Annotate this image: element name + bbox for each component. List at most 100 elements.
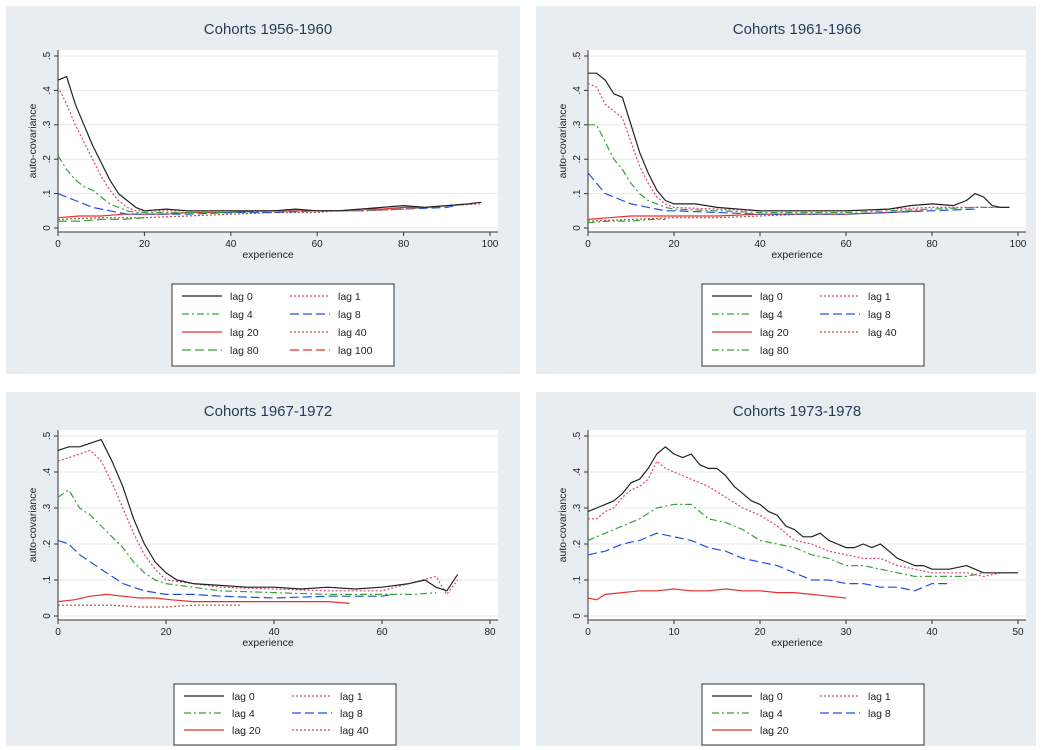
x-tick-label: 20 bbox=[139, 239, 151, 250]
series-line-lag-80 bbox=[58, 217, 145, 222]
series-line-lag-20 bbox=[57, 593, 350, 604]
x-tick-label: 40 bbox=[225, 239, 237, 250]
chart-panel-cohorts-1973-1978: Cohorts 1973-1978 0 .1 .2 .3 .4 .5 0 10 20 30 40 50 e… bbox=[536, 392, 1036, 746]
x-axis-label: experience bbox=[771, 637, 823, 649]
y-tick-label: .2 bbox=[572, 539, 583, 548]
chart-title: Cohorts 1956-1960 bbox=[204, 21, 332, 38]
y-tick-label: .3 bbox=[572, 120, 583, 129]
series-line-lag-8 bbox=[57, 539, 393, 599]
series-line-lag-0 bbox=[57, 438, 459, 592]
x-tick-label: 30 bbox=[840, 627, 852, 638]
x-tick-label: 0 bbox=[55, 627, 61, 638]
x-tick-label: 80 bbox=[926, 239, 938, 250]
x-tick-label: 20 bbox=[668, 239, 680, 250]
legend-label: lag 1 bbox=[340, 691, 363, 703]
legend-label: lag 40 bbox=[338, 327, 367, 339]
y-tick-label: .3 bbox=[42, 503, 53, 512]
legend-box bbox=[173, 683, 397, 746]
x-tick-label: 50 bbox=[1012, 627, 1024, 638]
x-tick-label: 20 bbox=[160, 627, 172, 638]
x-tick-label: 60 bbox=[840, 239, 852, 250]
y-axis-label: auto-covariance bbox=[557, 103, 569, 178]
y-tick-label: 0 bbox=[572, 613, 583, 619]
x-tick-label: 100 bbox=[1010, 239, 1027, 250]
legend-label: lag 8 bbox=[338, 309, 361, 321]
legend-label: lag 40 bbox=[340, 725, 369, 737]
y-tick-label: .4 bbox=[42, 86, 53, 95]
y-tick-label: 0 bbox=[42, 225, 53, 231]
series-line-lag-20 bbox=[587, 588, 847, 601]
y-tick-label: .5 bbox=[42, 51, 53, 60]
series-line-lag-4 bbox=[587, 503, 984, 577]
x-axis-label: experience bbox=[771, 249, 823, 261]
series-line-lag-1 bbox=[57, 86, 482, 212]
legend-box bbox=[171, 283, 395, 367]
legend-label: lag 1 bbox=[338, 291, 361, 303]
plot-area bbox=[588, 430, 1026, 620]
y-tick-label: 0 bbox=[42, 613, 53, 619]
series-line-lag-0 bbox=[588, 72, 1010, 212]
legend-label: lag 20 bbox=[760, 327, 789, 339]
y-tick-label: .5 bbox=[572, 431, 583, 440]
series-line-lag-40 bbox=[587, 213, 838, 222]
legend-label: lag 100 bbox=[338, 345, 373, 357]
x-tick-label: 20 bbox=[754, 627, 766, 638]
series-line-lag-4 bbox=[588, 124, 1001, 214]
y-tick-label: 0 bbox=[572, 225, 583, 231]
plot-area bbox=[58, 50, 498, 232]
series-line-lag-40 bbox=[57, 210, 335, 220]
series-line-lag-1 bbox=[588, 460, 1018, 577]
y-tick-label: .3 bbox=[42, 120, 53, 129]
x-axis-label: experience bbox=[242, 637, 294, 649]
chart-svg: Cohorts 1961-1966 0 .1 .2 .3 .4 .5 0 20 40 60 80 100… bbox=[557, 21, 1027, 367]
chart-title: Cohorts 1961-1966 bbox=[733, 21, 861, 38]
series-line-lag-4 bbox=[57, 489, 437, 595]
legend-label: lag 1 bbox=[868, 691, 891, 703]
x-tick-label: 0 bbox=[585, 239, 591, 250]
legend-label: lag 40 bbox=[868, 327, 897, 339]
series-line-lag-20 bbox=[587, 210, 924, 220]
y-tick-label: .4 bbox=[42, 467, 53, 476]
x-tick-label: 60 bbox=[312, 239, 324, 250]
legend-label: lag 0 bbox=[230, 291, 253, 303]
y-tick-label: .4 bbox=[572, 86, 583, 95]
chart-svg: Cohorts 1967-1972 0 .1 .2 .3 .4 .5 0 20 40 60 80 exp… bbox=[27, 403, 498, 746]
x-tick-label: 60 bbox=[376, 627, 388, 638]
legend-label: lag 80 bbox=[230, 345, 259, 357]
legend-label: lag 8 bbox=[868, 708, 891, 720]
series-line-lag-8 bbox=[587, 532, 950, 592]
chart-svg: Cohorts 1973-1978 0 .1 .2 .3 .4 .5 0 10 20 30 40 50 e… bbox=[557, 403, 1026, 746]
legend-label: lag 1 bbox=[868, 291, 891, 303]
series-line-lag-8 bbox=[587, 172, 976, 215]
legend-label: lag 4 bbox=[232, 708, 255, 720]
legend-label: lag 8 bbox=[868, 309, 891, 321]
series-line-lag-40 bbox=[58, 604, 242, 608]
y-tick-label: .1 bbox=[572, 575, 583, 584]
chart-title: Cohorts 1967-1972 bbox=[204, 403, 332, 420]
legend-label: lag 0 bbox=[760, 291, 783, 303]
y-tick-label: .2 bbox=[42, 155, 53, 164]
x-tick-label: 40 bbox=[754, 239, 766, 250]
legend-label: lag 4 bbox=[760, 708, 783, 720]
legend-box bbox=[701, 283, 925, 367]
legend-label: lag 4 bbox=[230, 309, 253, 321]
chart-panel-cohorts-1956-1960: Cohorts 1956-1960 0 .1 .2 .3 .4 .5 0 20 40 60 80 100… bbox=[6, 6, 520, 374]
plot-area bbox=[58, 430, 498, 620]
x-tick-label: 0 bbox=[55, 239, 61, 250]
y-tick-label: .2 bbox=[572, 155, 583, 164]
y-tick-label: .2 bbox=[42, 539, 53, 548]
y-tick-label: .4 bbox=[572, 467, 583, 476]
chart-panel-cohorts-1967-1972: Cohorts 1967-1972 0 .1 .2 .3 .4 .5 0 20 40 60 80 exp… bbox=[6, 392, 520, 746]
legend-label: lag 20 bbox=[232, 725, 261, 737]
legend-label: lag 80 bbox=[760, 345, 789, 357]
series-line-lag-4 bbox=[57, 155, 473, 214]
x-tick-label: 40 bbox=[926, 627, 938, 638]
chart-title: Cohorts 1973-1978 bbox=[733, 403, 861, 420]
series-line-lag-0 bbox=[587, 446, 1018, 574]
y-tick-label: .1 bbox=[572, 189, 583, 198]
series-line-lag-8 bbox=[57, 193, 456, 215]
legend-label: lag 8 bbox=[340, 708, 363, 720]
legend-label: lag 4 bbox=[760, 309, 783, 321]
x-tick-label: 40 bbox=[268, 627, 280, 638]
y-axis-label: auto-covariance bbox=[27, 103, 39, 178]
